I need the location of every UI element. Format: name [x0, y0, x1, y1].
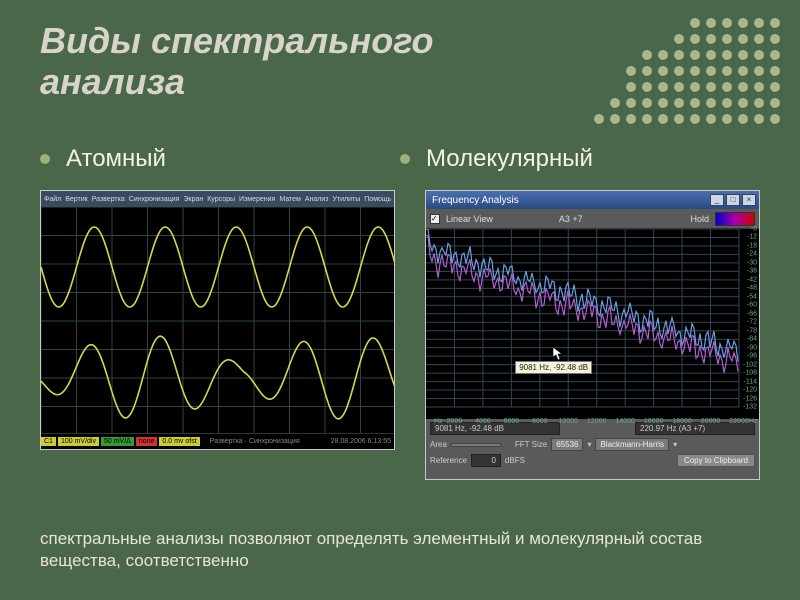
reference-field[interactable]: 0	[471, 454, 501, 467]
osc-menu-item[interactable]: Файл	[44, 196, 61, 203]
window-max-icon[interactable]: □	[726, 194, 740, 206]
osc-menu-item[interactable]: Анализ	[305, 196, 329, 203]
area-dropdown[interactable]	[451, 443, 501, 447]
spectrum-svg	[426, 229, 760, 419]
osc-menu-item[interactable]: Помощь	[364, 196, 391, 203]
linear-view-label: Linear View	[446, 214, 493, 224]
window-dropdown[interactable]: Blackmann-Harris	[595, 438, 669, 451]
spectrum-info-panel: 9081 Hz, -92.48 dB 220.97 Hz (A3 +7) Are…	[426, 419, 759, 480]
spectrum-plot[interactable]: -6-12-18-24-30-36-42-48-54-60-66-72-78-8…	[426, 229, 759, 419]
osc-menu-item[interactable]: Матем	[279, 196, 300, 203]
spectrum-cursor-tooltip: 9081 Hz, -92.48 dB	[515, 361, 592, 374]
window-close-icon[interactable]: ×	[742, 194, 756, 206]
osc-menu-item[interactable]: Развертка	[92, 196, 125, 203]
osc-menu-item[interactable]: Утилиты	[332, 196, 360, 203]
area-label: Area	[430, 440, 447, 449]
fft-size-label: FFT Size	[515, 440, 547, 449]
bullet-molecular: Молекулярный	[400, 145, 760, 173]
spectrum-palette[interactable]	[715, 212, 755, 226]
osc-menu-item[interactable]: Вертик	[65, 196, 87, 203]
spectrum-titlebar[interactable]: Frequency Analysis _ □ ×	[426, 191, 759, 209]
reference-units: dBFS	[505, 456, 525, 465]
hold-label[interactable]: Hold	[690, 214, 709, 224]
osc-menu-item[interactable]: Измерения	[239, 196, 275, 203]
panels-row: Файл Вертик Развертка СинхронизацияЭкран Кур…	[40, 190, 760, 480]
decorative-dot-grid	[594, 18, 780, 124]
spectrum-note-label: A3 +7	[559, 214, 583, 224]
bullet-row: Атомный Молекулярный	[40, 145, 760, 173]
copy-clipboard-button[interactable]: Copy to Clipboard	[677, 454, 755, 467]
spectrum-panel: Frequency Analysis _ □ × Linear View A3 …	[425, 190, 760, 480]
slide-caption: спектральные анализы позволяют определят…	[40, 528, 760, 572]
spectrum-toolbar[interactable]: Linear View A3 +7 Hold	[426, 209, 759, 229]
osc-menu-item[interactable]: Экран	[183, 196, 203, 203]
oscilloscope-menubar[interactable]: Файл Вертик Развертка СинхронизацияЭкран Кур…	[41, 191, 394, 207]
slide-title: Виды спектрального анализа	[40, 20, 520, 103]
linear-view-checkbox[interactable]	[430, 214, 440, 224]
oscilloscope-footer: C1100 mV/div50 mV/Δnone0.0 mv ofstРазвер…	[41, 433, 394, 449]
reference-label: Reference	[430, 456, 467, 465]
cursor-arrow-icon	[553, 347, 563, 361]
osc-menu-item[interactable]: Синхронизация	[129, 196, 180, 203]
oscilloscope-panel: Файл Вертик Развертка СинхронизацияЭкран Кур…	[40, 190, 395, 450]
oscilloscope-plot	[41, 207, 394, 435]
window-buttons[interactable]: _ □ ×	[710, 194, 756, 206]
bullet-atomic: Атомный	[40, 145, 400, 173]
osc-menu-item[interactable]: Курсоры	[207, 196, 235, 203]
fft-size-dropdown[interactable]: 65536	[551, 438, 583, 451]
oscilloscope-svg	[41, 207, 395, 435]
spectrum-title-text: Frequency Analysis	[432, 195, 519, 206]
window-min-icon[interactable]: _	[710, 194, 724, 206]
